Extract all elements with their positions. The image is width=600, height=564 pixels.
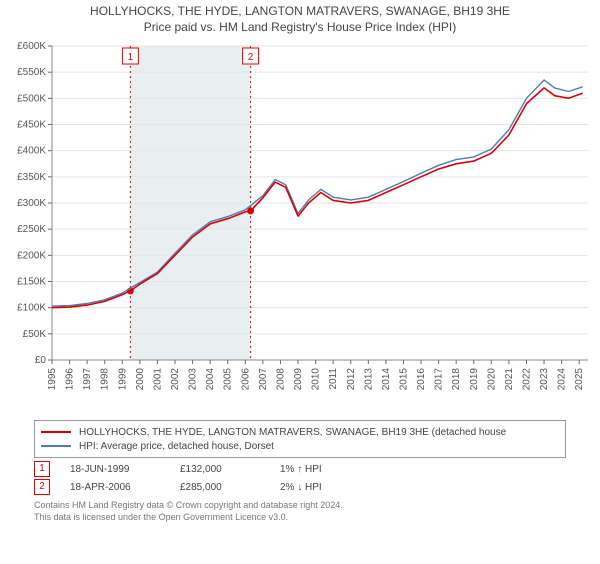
svg-text:2015: 2015 xyxy=(398,368,409,391)
transaction-row: 2 18-APR-2006 £285,000 2% ↓ HPI xyxy=(34,478,566,496)
svg-text:£350K: £350K xyxy=(17,172,46,183)
svg-text:£450K: £450K xyxy=(17,120,46,131)
svg-text:2019: 2019 xyxy=(469,368,480,391)
svg-text:2004: 2004 xyxy=(205,368,216,391)
svg-text:2014: 2014 xyxy=(381,368,392,391)
footer: Contains HM Land Registry data © Crown c… xyxy=(34,500,566,523)
svg-text:2025: 2025 xyxy=(574,368,585,391)
svg-text:£300K: £300K xyxy=(17,198,46,209)
legend-swatch xyxy=(41,431,71,433)
svg-text:2009: 2009 xyxy=(293,368,304,391)
svg-text:2000: 2000 xyxy=(135,368,146,391)
tx-date: 18-APR-2006 xyxy=(70,482,160,493)
svg-text:2022: 2022 xyxy=(521,368,532,391)
legend-row: HOLLYHOCKS, THE HYDE, LANGTON MATRAVERS,… xyxy=(41,425,559,439)
svg-text:£600K: £600K xyxy=(17,41,46,52)
svg-text:2003: 2003 xyxy=(188,368,199,391)
tx-delta: 2% ↓ HPI xyxy=(280,482,322,493)
svg-text:£500K: £500K xyxy=(17,93,46,104)
svg-text:2020: 2020 xyxy=(486,368,497,391)
svg-text:2024: 2024 xyxy=(557,368,568,391)
svg-text:2013: 2013 xyxy=(363,368,374,391)
tx-price: £285,000 xyxy=(180,482,260,493)
svg-text:2006: 2006 xyxy=(240,368,251,391)
legend-row: HPI: Average price, detached house, Dors… xyxy=(41,439,559,453)
svg-text:2016: 2016 xyxy=(416,368,427,391)
svg-text:1999: 1999 xyxy=(117,368,128,391)
svg-text:1998: 1998 xyxy=(100,368,111,391)
svg-text:£550K: £550K xyxy=(17,67,46,78)
svg-text:2023: 2023 xyxy=(539,368,550,391)
svg-text:2010: 2010 xyxy=(311,368,322,391)
svg-text:2017: 2017 xyxy=(434,368,445,391)
legend-label: HOLLYHOCKS, THE HYDE, LANGTON MATRAVERS,… xyxy=(79,427,506,438)
chart-title: HOLLYHOCKS, THE HYDE, LANGTON MATRAVERS,… xyxy=(0,4,600,18)
svg-text:2021: 2021 xyxy=(504,368,515,391)
svg-text:2012: 2012 xyxy=(346,368,357,391)
tx-marker-icon: 1 xyxy=(34,461,50,477)
footer-line: Contains HM Land Registry data © Crown c… xyxy=(34,500,566,512)
svg-text:1: 1 xyxy=(128,52,134,63)
svg-text:£0: £0 xyxy=(35,355,47,366)
svg-text:1996: 1996 xyxy=(65,368,76,391)
svg-text:2008: 2008 xyxy=(275,368,286,391)
chart-area: £0 £50K £100K £150K £200K £250K £300K £350K £400… xyxy=(0,40,600,416)
chart-subtitle: Price paid vs. HM Land Registry's House … xyxy=(0,20,600,34)
transaction-row: 1 18-JUN-1999 £132,000 1% ↑ HPI xyxy=(34,460,566,478)
svg-text:1995: 1995 xyxy=(47,368,58,391)
svg-text:2011: 2011 xyxy=(328,368,339,390)
svg-text:£250K: £250K xyxy=(17,224,46,235)
svg-text:1997: 1997 xyxy=(82,368,93,391)
legend: HOLLYHOCKS, THE HYDE, LANGTON MATRAVERS,… xyxy=(34,420,566,458)
legend-swatch xyxy=(41,445,71,447)
svg-text:£100K: £100K xyxy=(17,303,46,314)
legend-label: HPI: Average price, detached house, Dors… xyxy=(79,441,274,452)
footer-line: This data is licensed under the Open Gov… xyxy=(34,512,566,524)
transactions: 1 18-JUN-1999 £132,000 1% ↑ HPI 2 18-APR… xyxy=(34,460,566,496)
svg-text:2007: 2007 xyxy=(258,368,269,391)
tx-delta: 1% ↑ HPI xyxy=(280,464,322,475)
tx-date: 18-JUN-1999 xyxy=(70,464,160,475)
svg-text:£200K: £200K xyxy=(17,250,46,261)
svg-text:2005: 2005 xyxy=(223,368,234,391)
svg-text:2: 2 xyxy=(248,52,254,63)
svg-text:£400K: £400K xyxy=(17,146,46,157)
svg-text:2002: 2002 xyxy=(170,368,181,391)
tx-marker-icon: 2 xyxy=(34,479,50,495)
svg-text:£50K: £50K xyxy=(23,329,47,340)
svg-text:2001: 2001 xyxy=(152,368,163,391)
svg-text:2018: 2018 xyxy=(451,368,462,391)
svg-text:£150K: £150K xyxy=(17,277,46,288)
tx-price: £132,000 xyxy=(180,464,260,475)
